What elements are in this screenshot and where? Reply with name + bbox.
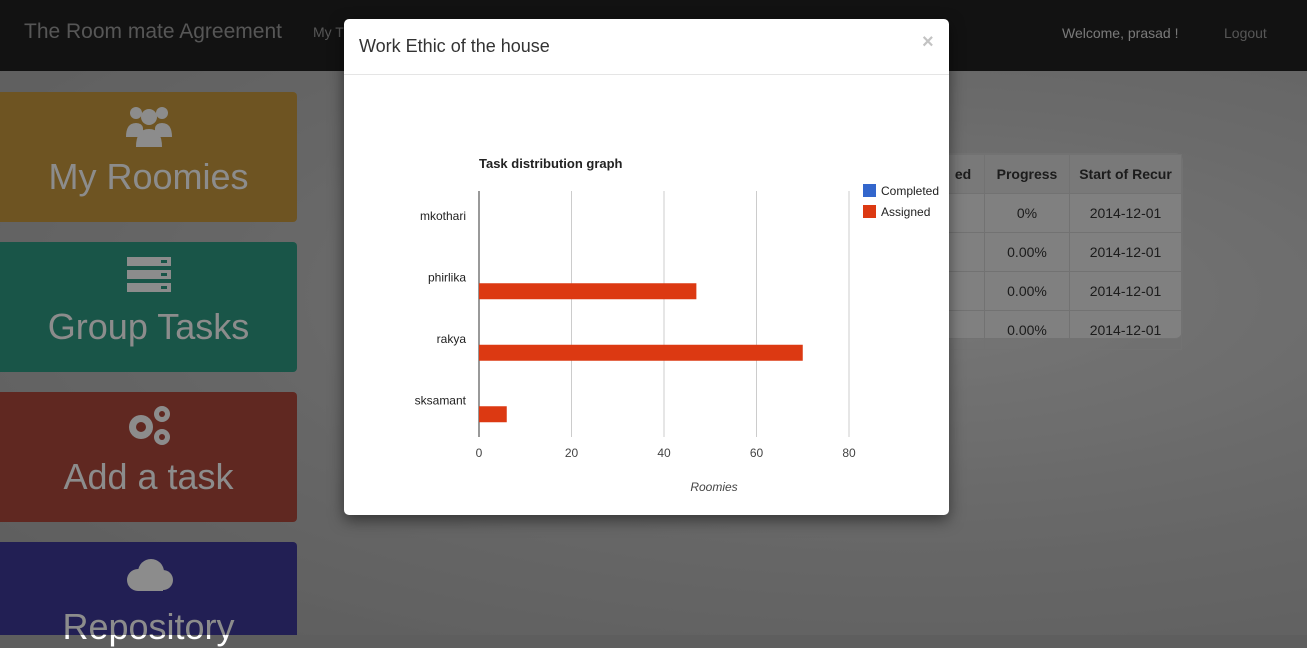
- cell: 0.00%: [984, 232, 1070, 272]
- y-category-label: phirlika: [428, 270, 466, 284]
- tile-label: My Roomies: [48, 156, 249, 197]
- tile-label: Add a task: [63, 456, 234, 497]
- cell: 2014-12-01: [1069, 193, 1182, 233]
- x-axis-title: Roomies: [690, 480, 737, 494]
- task-distribution-chart: Task distribution graph 0 20 40 60 80 mkothari…: [415, 156, 939, 494]
- brand[interactable]: The Room mate Agreement: [24, 20, 282, 43]
- bar-assigned: [479, 406, 507, 423]
- bar-assigned: [479, 344, 803, 361]
- nav-link-my[interactable]: My T: [313, 24, 344, 40]
- cell: 2014-12-01: [1069, 310, 1182, 350]
- tile-group-tasks[interactable]: Group Tasks: [0, 242, 297, 372]
- legend-swatch: [863, 205, 876, 218]
- cloud-icon: [0, 552, 297, 598]
- x-tick-label: 60: [750, 446, 764, 460]
- y-category-label: sksamant: [415, 393, 467, 407]
- y-category-label: rakya: [437, 332, 467, 346]
- tile-label: Group Tasks: [47, 306, 250, 347]
- tile-add-task[interactable]: Add a task: [0, 392, 297, 522]
- x-tick-label: 20: [565, 446, 579, 460]
- x-tick-label: 40: [657, 446, 671, 460]
- legend-swatch: [863, 184, 876, 197]
- modal-title: Work Ethic of the house: [359, 36, 550, 56]
- y-category-label: mkothari: [420, 209, 466, 223]
- table-row: 0.00% 2014-12-01: [941, 232, 1182, 272]
- x-tick-label: 80: [842, 446, 856, 460]
- users-icon: [0, 102, 297, 148]
- close-icon[interactable]: ×: [922, 31, 934, 53]
- chart-modal: Work Ethic of the house × Task distribut…: [344, 19, 949, 515]
- cogs-icon: [0, 402, 297, 448]
- task-table: ed Progress Start of Recur 0% 2014-12-01 …: [940, 153, 1183, 350]
- cell: 0%: [984, 193, 1070, 233]
- cell: 2014-12-01: [1069, 232, 1182, 272]
- chart-title: Task distribution graph: [479, 156, 623, 171]
- table-row: 0% 2014-12-01: [941, 193, 1182, 233]
- col-header: Start of Recur: [1069, 154, 1182, 194]
- x-tick-label: 0: [476, 446, 483, 460]
- server-icon: [0, 252, 297, 298]
- logout-link[interactable]: Logout: [1224, 25, 1267, 41]
- welcome-text: Welcome, prasad !: [1062, 25, 1179, 41]
- cell: 0.00%: [984, 310, 1070, 350]
- tile-my-roomies[interactable]: My Roomies: [0, 92, 297, 222]
- modal-header: Work Ethic of the house ×: [344, 19, 949, 75]
- bar-assigned: [479, 283, 697, 300]
- legend-label: Completed: [881, 184, 939, 198]
- col-header: Progress: [984, 154, 1070, 194]
- legend-label: Assigned: [881, 205, 930, 219]
